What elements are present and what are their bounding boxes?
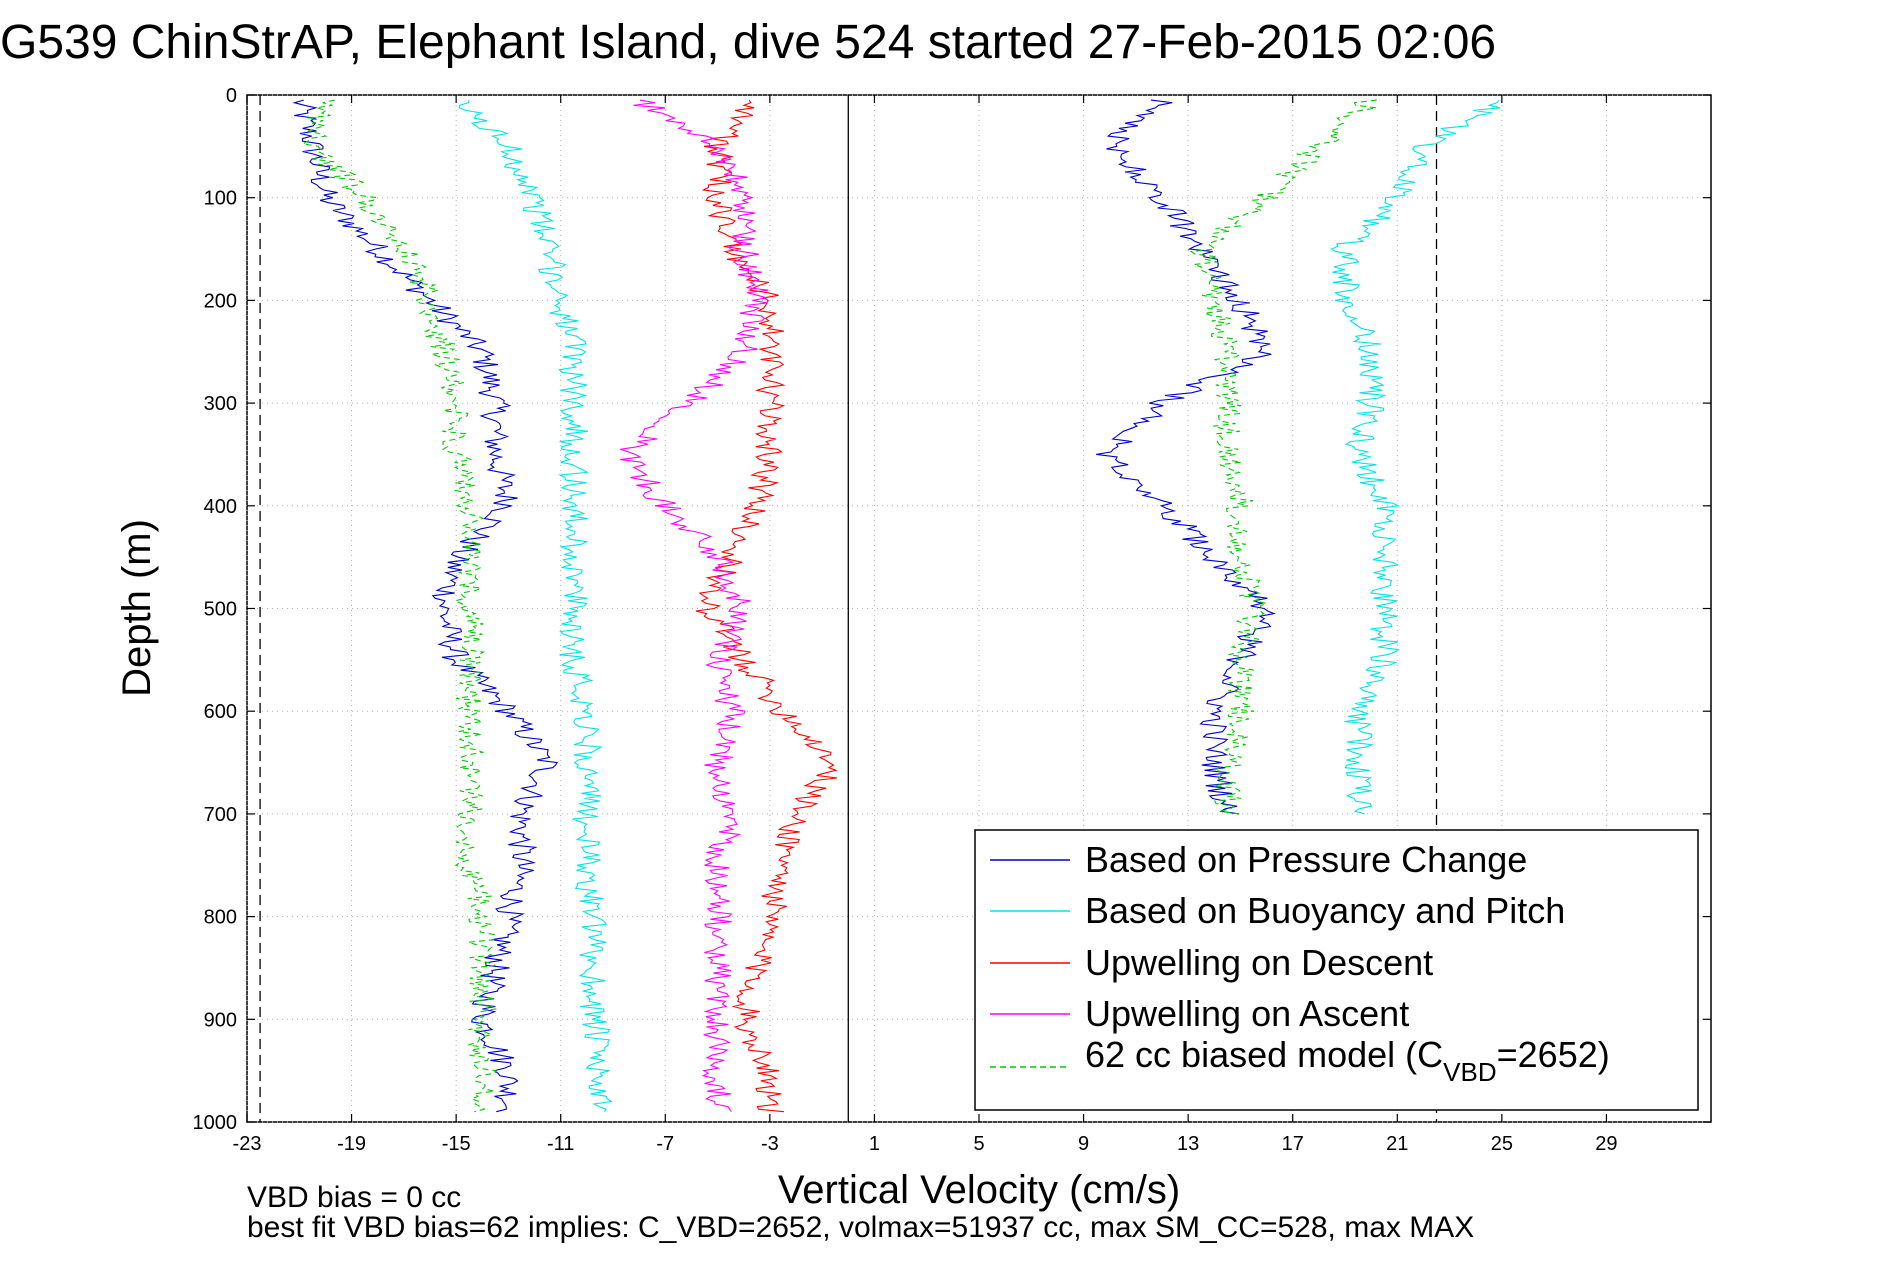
legend-label-4-main: 62 cc biased model (C xyxy=(1085,1034,1443,1075)
y-tick-label-6: 600 xyxy=(204,701,237,723)
x-tick-label-1: -19 xyxy=(337,1133,366,1155)
x-tick-label-9: 13 xyxy=(1177,1133,1199,1155)
x-tick-label-0: -23 xyxy=(233,1133,262,1155)
legend-label-1: Based on Buoyancy and Pitch xyxy=(1085,890,1565,931)
legend-label-4-sub: VBD xyxy=(1443,1057,1496,1087)
series-group xyxy=(292,99,1501,1113)
series-line-0 xyxy=(292,99,559,1113)
series-line-6 xyxy=(1330,99,1501,815)
chart-title: G539 ChinStrAP, Elephant Island, dive 52… xyxy=(0,16,1496,69)
x-tick-label-4: -7 xyxy=(656,1133,674,1155)
y-tick-label-3: 300 xyxy=(204,393,237,415)
legend-label-4-end: =2652) xyxy=(1497,1034,1610,1075)
legend-label-0: Based on Pressure Change xyxy=(1085,839,1527,880)
legend-box xyxy=(974,829,1699,1111)
series-line-1 xyxy=(458,100,613,1112)
x-tick-label-13: 29 xyxy=(1595,1133,1617,1155)
legend-label-3: Upwelling on Ascent xyxy=(1085,993,1409,1034)
y-tick-label-8: 800 xyxy=(204,907,237,929)
y-tick-label-4: 400 xyxy=(204,496,237,518)
series-line-5 xyxy=(1096,99,1277,815)
legend-label-2: Upwelling on Descent xyxy=(1085,942,1433,983)
y-tick-label-9: 900 xyxy=(204,1009,237,1031)
y-tick-label-2: 200 xyxy=(204,290,237,312)
x-axis-label: Vertical Velocity (cm/s) xyxy=(778,1168,1180,1212)
y-axis-label: Depth (m) xyxy=(115,519,159,697)
x-tick-label-5: -3 xyxy=(761,1133,779,1155)
y-tick-label-5: 500 xyxy=(204,599,237,621)
x-tick-label-10: 17 xyxy=(1282,1133,1304,1155)
x-tick-label-3: -11 xyxy=(547,1133,574,1155)
x-tick-label-12: 25 xyxy=(1491,1133,1513,1155)
series-line-4 xyxy=(301,99,498,1113)
x-tick-label-11: 21 xyxy=(1386,1133,1408,1155)
y-tick-label-7: 700 xyxy=(204,804,237,826)
x-tick-label-8: 9 xyxy=(1078,1133,1089,1155)
y-axis-ticks: 0 100 200 300 400 500 600 700 800 900 1000 xyxy=(193,85,1711,1134)
footer-note-1: VBD bias = 0 cc xyxy=(247,1181,461,1214)
y-tick-label-10: 1000 xyxy=(193,1112,238,1134)
y-tick-label-1: 100 xyxy=(204,188,237,210)
legend-label-4: 62 cc biased model (CVBD=2652) xyxy=(1085,1034,1610,1087)
y-tick-label-0: 0 xyxy=(226,85,237,107)
x-axis-ticks: -23 -19 -15 -11 -7 -3 1 5 9 13 17 21 25 29 xyxy=(233,95,1618,1155)
legend: Based on Pressure Change Based on Buoyan… xyxy=(974,829,1699,1111)
footer-note-2: best fit VBD bias=62 implies: C_VBD=2652… xyxy=(247,1211,1474,1244)
series-line-3 xyxy=(620,99,769,1113)
x-tick-label-6: 1 xyxy=(869,1133,880,1155)
x-tick-label-7: 5 xyxy=(973,1133,984,1155)
x-tick-label-2: -15 xyxy=(442,1133,471,1155)
series-line-7 xyxy=(1189,99,1377,815)
